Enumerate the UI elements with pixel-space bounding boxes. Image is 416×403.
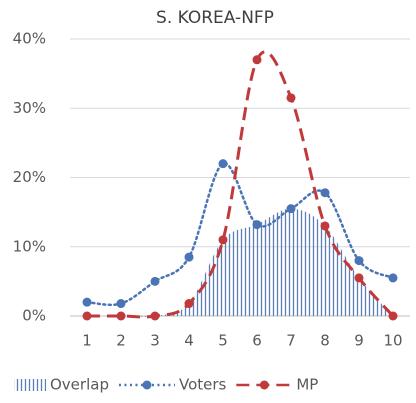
x-tick-label: 6 bbox=[252, 332, 262, 350]
x-tick-label: 4 bbox=[184, 332, 194, 350]
marker bbox=[82, 311, 92, 321]
marker bbox=[82, 297, 92, 307]
legend-item: Voters bbox=[118, 376, 227, 394]
y-tick-label: 10% bbox=[13, 237, 46, 255]
marker bbox=[150, 311, 160, 321]
legend-label: Overlap bbox=[50, 376, 109, 394]
x-tick-label: 3 bbox=[150, 332, 160, 350]
marker bbox=[388, 273, 398, 283]
legend-marker bbox=[142, 380, 152, 390]
marker bbox=[320, 221, 330, 231]
x-tick-label: 2 bbox=[116, 332, 126, 350]
x-tick-label: 7 bbox=[286, 332, 296, 350]
overlap-area bbox=[87, 208, 393, 317]
marker bbox=[354, 273, 364, 283]
marker bbox=[116, 311, 126, 321]
y-tick-label: 30% bbox=[13, 99, 46, 117]
marker bbox=[320, 188, 330, 198]
marker bbox=[354, 256, 364, 266]
marker bbox=[252, 220, 262, 230]
x-tick-label: 8 bbox=[320, 332, 330, 350]
legend-label: Voters bbox=[179, 376, 227, 394]
series-line bbox=[85, 162, 395, 307]
y-tick-label: 0% bbox=[22, 307, 46, 325]
x-tick-label: 10 bbox=[383, 332, 402, 350]
marker bbox=[388, 311, 398, 321]
x-tick-label: 9 bbox=[354, 332, 364, 350]
marker bbox=[218, 235, 228, 245]
legend-marker bbox=[259, 380, 269, 390]
marker bbox=[116, 299, 126, 309]
y-tick-label: 40% bbox=[13, 30, 46, 48]
legend-swatch bbox=[14, 379, 46, 391]
legend-item: Overlap bbox=[14, 376, 109, 394]
x-tick-label: 5 bbox=[218, 332, 228, 350]
marker bbox=[218, 159, 228, 169]
marker bbox=[286, 204, 296, 214]
marker bbox=[150, 276, 160, 286]
marker bbox=[252, 55, 262, 65]
legend-item: MP bbox=[236, 376, 318, 394]
marker bbox=[184, 299, 194, 309]
series-line bbox=[86, 50, 395, 319]
legend-label: MP bbox=[296, 376, 318, 394]
marker bbox=[184, 252, 194, 262]
marker bbox=[286, 93, 296, 103]
chart-title: S. KOREA-NFP bbox=[156, 8, 274, 28]
y-tick-label: 20% bbox=[13, 168, 46, 186]
x-tick-label: 1 bbox=[82, 332, 92, 350]
